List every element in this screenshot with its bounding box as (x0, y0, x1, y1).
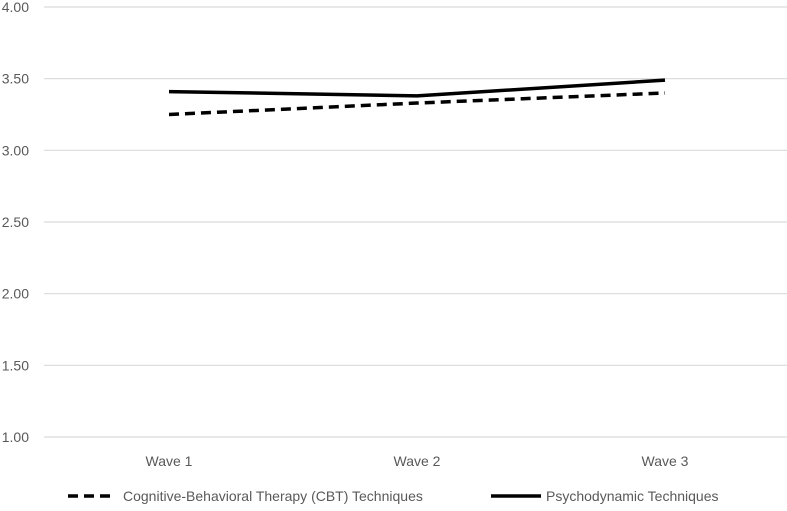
x-axis-tick-labels: Wave 1 Wave 2 Wave 3 (146, 453, 689, 469)
x-tick-label: Wave 3 (642, 453, 689, 469)
y-tick-label: 3.50 (2, 71, 29, 87)
legend: Cognitive-Behavioral Therapy (CBT) Techn… (68, 488, 719, 504)
series-line-1 (168, 78, 666, 98)
y-tick-label: 2.50 (2, 214, 29, 230)
y-tick-label: 3.00 (2, 142, 29, 158)
y-tick-label: 1.50 (2, 357, 29, 373)
x-tick-label: Wave 1 (146, 453, 193, 469)
x-tick-label: Wave 2 (394, 453, 441, 469)
y-tick-label: 2.00 (2, 286, 29, 302)
y-tick-label: 4.00 (2, 0, 29, 15)
y-tick-label: 1.00 (2, 429, 29, 445)
series-lines (168, 78, 666, 117)
gridlines (44, 6, 787, 438)
legend-label-0: Cognitive-Behavioral Therapy (CBT) Techn… (123, 488, 423, 504)
y-axis-tick-labels: 1.00 1.50 2.00 2.50 3.00 3.50 4.00 (2, 0, 29, 445)
legend-label-1: Psychodynamic Techniques (546, 488, 719, 504)
series-line-0 (168, 91, 666, 117)
